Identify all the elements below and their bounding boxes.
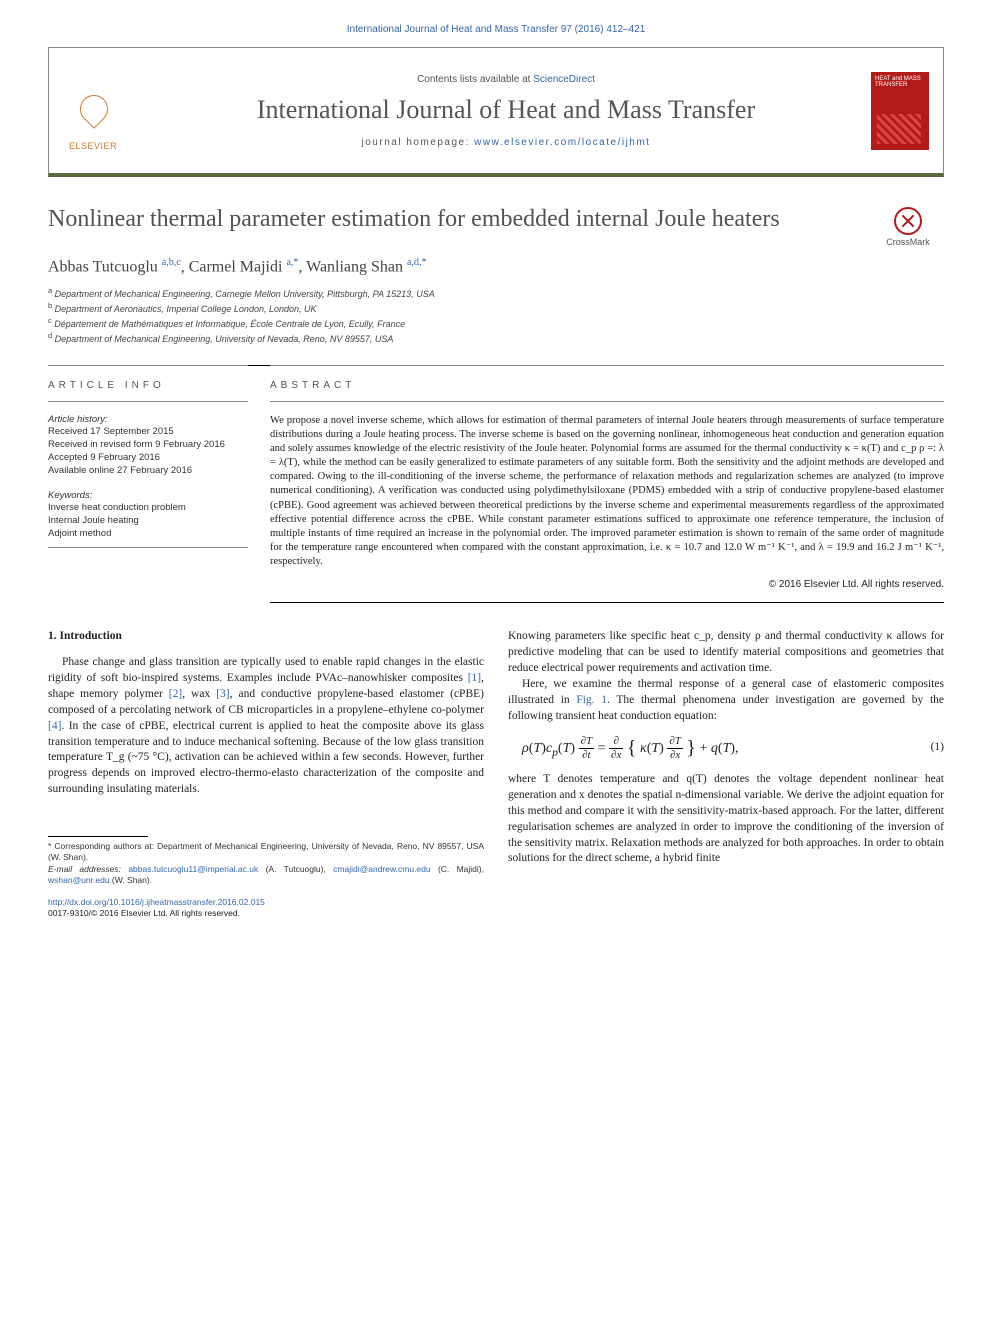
authors-line: Abbas Tutcuoglu a,b,c, Carmel Majidi a,*… bbox=[48, 257, 944, 276]
elsevier-label: ELSEVIER bbox=[69, 141, 117, 151]
article-info-column: ARTICLE INFO Article history: Received 1… bbox=[48, 365, 248, 604]
history-line: Received in revised form 9 February 2016 bbox=[48, 439, 248, 452]
journal-homepage-line: journal homepage: www.elsevier.com/locat… bbox=[141, 137, 871, 148]
history-line: Received 17 September 2015 bbox=[48, 426, 248, 439]
journal-header-center: Contents lists available at ScienceDirec… bbox=[141, 74, 871, 148]
elsevier-logo: ELSEVIER bbox=[63, 71, 123, 151]
keyword-line: Adjoint method bbox=[48, 528, 248, 541]
journal-cover-thumbnail: HEAT and MASS TRANSFER bbox=[871, 72, 929, 150]
crossmark-icon bbox=[894, 207, 922, 235]
body-column-right: Knowing parameters like specific heat c_… bbox=[508, 629, 944, 919]
abstract-copyright: © 2016 Elsevier Ltd. All rights reserved… bbox=[270, 579, 944, 590]
equation-1-number: (1) bbox=[908, 740, 944, 756]
doi-link[interactable]: http://dx.doi.org/10.1016/j.ijheatmasstr… bbox=[48, 897, 265, 907]
title-block: Nonlinear thermal parameter estimation f… bbox=[48, 205, 944, 247]
article-history-block: Article history: Received 17 September 2… bbox=[48, 414, 248, 548]
article-info-heading: ARTICLE INFO bbox=[48, 380, 248, 402]
elsevier-tree-icon bbox=[68, 87, 118, 137]
crossmark-label: CrossMark bbox=[872, 237, 944, 247]
journal-cover-text: HEAT and MASS TRANSFER bbox=[875, 76, 925, 89]
abstract-column: ABSTRACT We propose a novel inverse sche… bbox=[270, 365, 944, 604]
intro-paragraph-3: Here, we examine the thermal response of… bbox=[508, 677, 944, 725]
intro-paragraph-1: Phase change and glass transition are ty… bbox=[48, 655, 484, 798]
doi-block: http://dx.doi.org/10.1016/j.ijheatmasstr… bbox=[48, 897, 484, 920]
journal-title: International Journal of Heat and Mass T… bbox=[141, 95, 871, 125]
history-line: Accepted 9 February 2016 bbox=[48, 452, 248, 465]
journal-header-box: ELSEVIER Contents lists available at Sci… bbox=[48, 47, 944, 177]
homepage-prefix: journal homepage: bbox=[362, 137, 475, 148]
keyword-line: Internal Joule heating bbox=[48, 515, 248, 528]
footnotes-block: * Corresponding authors at: Department o… bbox=[48, 841, 484, 887]
email-link[interactable]: abbas.tutcuoglu11@imperial.ac.uk bbox=[128, 864, 258, 874]
intro-paragraph-2: Knowing parameters like specific heat c_… bbox=[508, 629, 944, 677]
issn-line: 0017-9310/© 2016 Elsevier Ltd. All right… bbox=[48, 908, 240, 918]
keyword-line: Inverse heat conduction problem bbox=[48, 502, 248, 515]
email-link[interactable]: cmajidi@andrew.cmu.edu bbox=[333, 864, 430, 874]
page-container: International Journal of Heat and Mass T… bbox=[0, 0, 992, 968]
sciencedirect-link[interactable]: ScienceDirect bbox=[533, 74, 595, 85]
section-heading-intro: 1. Introduction bbox=[48, 629, 484, 645]
corresponding-author-note: * Corresponding authors at: Department o… bbox=[48, 841, 484, 864]
article-title: Nonlinear thermal parameter estimation f… bbox=[48, 205, 854, 234]
equation-1: ρ(T)cp(T) ∂T∂t = ∂∂x { κ(T) ∂T∂x } + q(T… bbox=[508, 735, 908, 763]
email-link[interactable]: wshan@unr.edu bbox=[48, 875, 110, 885]
info-abstract-row: ARTICLE INFO Article history: Received 1… bbox=[48, 365, 944, 604]
article-history-label: Article history: bbox=[48, 414, 248, 427]
affiliations-block: a Department of Mechanical Engineering, … bbox=[48, 286, 944, 346]
body-two-column: 1. Introduction Phase change and glass t… bbox=[48, 629, 944, 919]
history-line: Available online 27 February 2016 bbox=[48, 465, 248, 478]
contents-lists-line: Contents lists available at ScienceDirec… bbox=[141, 74, 871, 85]
homepage-link[interactable]: www.elsevier.com/locate/ijhmt bbox=[474, 137, 650, 148]
equation-1-row: ρ(T)cp(T) ∂T∂t = ∂∂x { κ(T) ∂T∂x } + q(T… bbox=[508, 735, 944, 763]
keywords-label: Keywords: bbox=[48, 490, 248, 503]
contents-prefix: Contents lists available at bbox=[417, 74, 533, 85]
footnote-separator bbox=[48, 836, 148, 837]
body-column-left: 1. Introduction Phase change and glass t… bbox=[48, 629, 484, 919]
intro-paragraph-4: where T denotes temperature and q(T) den… bbox=[508, 772, 944, 867]
header-citation: International Journal of Heat and Mass T… bbox=[48, 24, 944, 35]
email-addresses-line: E-mail addresses: abbas.tutcuoglu11@impe… bbox=[48, 864, 484, 887]
crossmark-badge[interactable]: CrossMark bbox=[872, 207, 944, 247]
abstract-heading: ABSTRACT bbox=[270, 380, 944, 402]
abstract-text: We propose a novel inverse scheme, which… bbox=[270, 414, 944, 570]
